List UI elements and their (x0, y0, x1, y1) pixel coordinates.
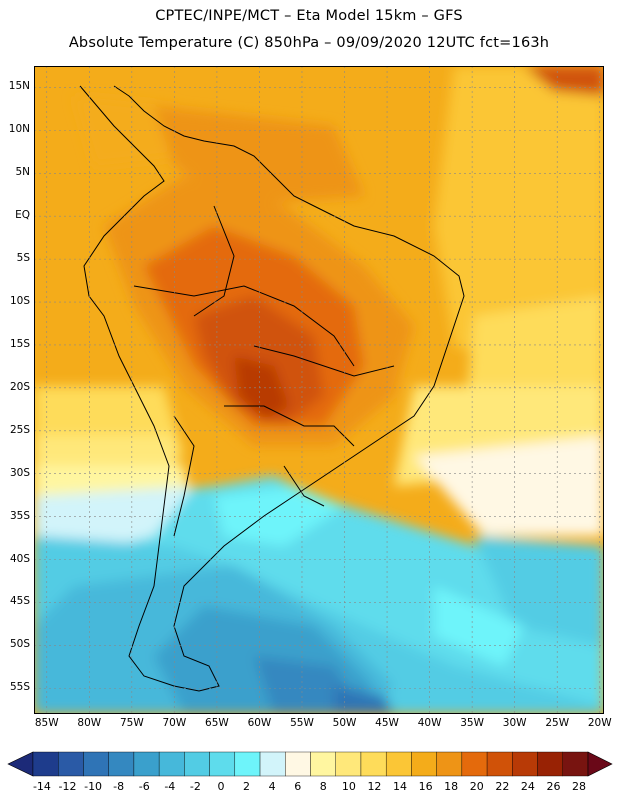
colorbar-label: 22 (495, 780, 510, 793)
colorbar-label: 0 (217, 780, 225, 793)
lat-label: 35S (9, 509, 30, 522)
colorbar-swatch (58, 751, 84, 777)
lat-label: 40S (9, 552, 30, 565)
colorbar-min-arrow (7, 751, 34, 777)
lon-label: 35W (460, 717, 484, 729)
colorbar-swatch (411, 751, 437, 777)
temperature-map (34, 66, 604, 714)
lat-label: 45S (9, 595, 30, 608)
colorbar-swatch (32, 751, 59, 777)
colorbar-label: 12 (367, 780, 382, 793)
lon-label: 30W (502, 717, 527, 729)
colorbar-label: 14 (393, 780, 408, 793)
colorbar-swatch (335, 751, 362, 777)
lat-label: 15N (8, 80, 30, 93)
colorbar-label: 16 (418, 780, 433, 793)
colorbar-label: -12 (58, 780, 77, 793)
lat-label: 25S (9, 423, 30, 436)
colorbar-max-arrow (587, 751, 613, 777)
colorbar-label: 28 (572, 780, 587, 793)
colorbar-swatch (133, 751, 160, 777)
lon-label: 85W (34, 717, 59, 729)
lon-label: 60W (247, 717, 272, 729)
colorbar-swatch (108, 751, 135, 777)
colorbar-swatch (461, 751, 488, 777)
graticule (34, 66, 604, 714)
colorbar-swatch (158, 751, 185, 777)
colorbar-label: 4 (268, 780, 276, 793)
colorbar-label: -14 (32, 780, 51, 793)
border-line (253, 345, 395, 377)
border-line (224, 405, 355, 447)
colorbar (7, 751, 613, 777)
colorbar-swatch (486, 751, 513, 777)
lon-label: 40W (417, 717, 442, 729)
colorbar-label: -10 (84, 780, 103, 793)
colorbar-label: 20 (469, 780, 484, 793)
colorbar-swatch (234, 751, 261, 777)
lon-label: 50W (332, 717, 357, 729)
lat-label: EQ (15, 209, 30, 222)
lon-label: 25W (545, 717, 570, 729)
border-line (133, 285, 355, 367)
colorbar-label: -2 (189, 780, 201, 793)
lat-label: 55S (9, 681, 30, 694)
lon-label: 80W (77, 717, 102, 729)
colorbar-swatch (385, 751, 412, 777)
lat-label: 5N (15, 166, 30, 179)
colorbar-swatch (209, 751, 236, 777)
colorbar-swatch (259, 751, 286, 777)
border-line (193, 205, 235, 317)
colorbar-label: 26 (546, 780, 561, 793)
map-title-line1: CPTEC/INPE/MCT – Eta Model 15km – GFS (155, 8, 463, 24)
lat-label: 30S (9, 466, 30, 479)
colorbar-swatch (512, 751, 538, 777)
colorbar-swatch (360, 751, 387, 777)
colorbar-label: 6 (294, 780, 302, 793)
map-title-line2: Absolute Temperature (C) 850hPa – 09/09/… (68, 35, 550, 51)
lat-label: 10N (8, 123, 30, 136)
colorbar-swatch (285, 751, 311, 777)
colorbar-label: -8 (113, 780, 125, 793)
colorbar-label: 24 (520, 780, 535, 793)
lat-label: 5S (16, 252, 30, 265)
colorbar-label: 2 (243, 780, 251, 793)
colorbar-label: -6 (138, 780, 150, 793)
colorbar-label: 8 (319, 780, 327, 793)
colorbar-swatch (537, 751, 563, 777)
colorbar-label: 10 (341, 780, 356, 793)
lon-label: 70W (162, 717, 187, 729)
colorbar-swatch (562, 751, 589, 777)
colorbar-label: 18 (444, 780, 459, 793)
colorbar-swatch (310, 751, 336, 777)
border-line (283, 465, 325, 507)
lat-label: 20S (9, 380, 30, 393)
lon-label: 75W (119, 717, 144, 729)
lat-label: 15S (9, 337, 30, 350)
map-frame (34, 66, 604, 714)
lon-label: 20W (587, 717, 612, 729)
colorbar-swatch (436, 751, 463, 777)
colorbar-swatch (83, 751, 109, 777)
colorbar-swatch (184, 751, 210, 777)
lat-label: 50S (9, 638, 30, 651)
colorbar-label: -4 (164, 780, 176, 793)
lon-label: 55W (290, 717, 314, 729)
lat-label: 10S (9, 295, 30, 308)
lon-label: 45W (375, 717, 399, 729)
lon-label: 65W (205, 717, 229, 729)
